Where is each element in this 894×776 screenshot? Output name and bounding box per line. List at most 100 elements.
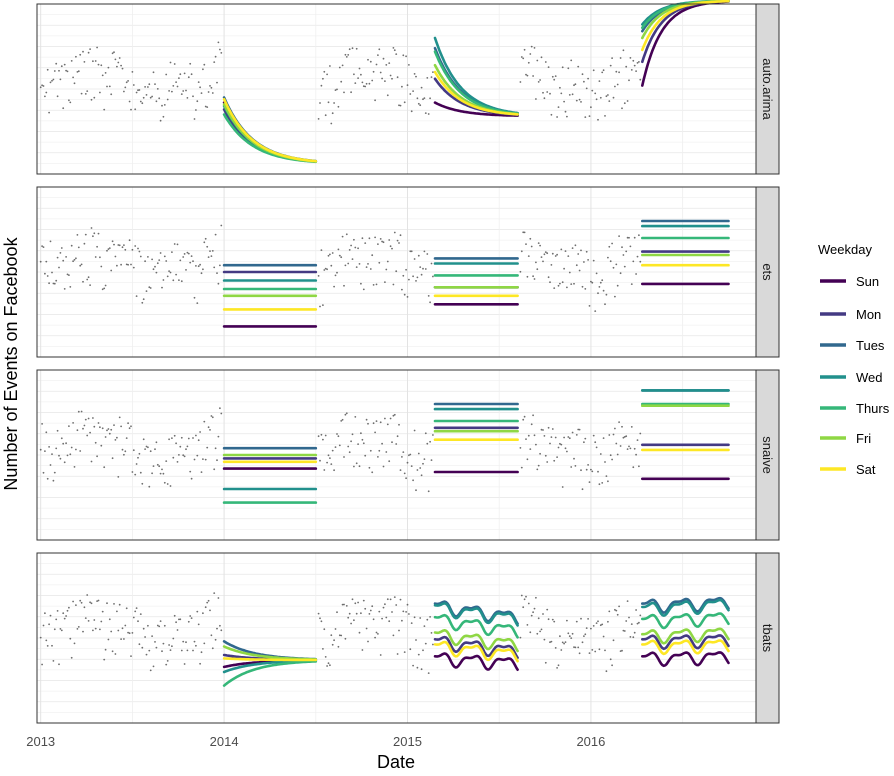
forecast-line-fri (641, 627, 730, 645)
observed-point (347, 54, 350, 56)
observed-point (182, 640, 185, 643)
observed-point (327, 662, 330, 665)
observed-point (561, 281, 564, 284)
observed-point (426, 618, 429, 621)
observed-point (189, 470, 192, 473)
observed-point (633, 631, 636, 634)
observed-point (171, 645, 173, 648)
observed-point (553, 620, 556, 623)
observed-point (574, 646, 577, 649)
observed-point (217, 41, 220, 44)
observed-point (409, 453, 412, 456)
observed-point (604, 115, 606, 117)
observed-point (530, 245, 533, 248)
observed-point (365, 627, 368, 630)
observed-point (632, 260, 635, 263)
observed-point (206, 446, 209, 449)
observed-point (180, 436, 183, 439)
observed-point (130, 108, 132, 111)
observed-point (75, 448, 77, 451)
observed-point (163, 481, 166, 484)
observed-point (630, 283, 633, 285)
observed-point (169, 271, 172, 274)
legend: Weekday Sun Mon Tues Wed Thurs Fri Sat (818, 242, 890, 477)
observed-point (361, 438, 364, 441)
observed-point (535, 596, 537, 599)
observed-point (317, 275, 320, 277)
observed-point (546, 91, 549, 93)
observed-point (519, 447, 522, 449)
observed-point (334, 89, 337, 91)
observed-point (405, 477, 407, 480)
observed-point (618, 71, 620, 74)
observed-point (608, 434, 611, 436)
observed-point (619, 57, 622, 59)
observed-point (522, 418, 525, 421)
observed-point (427, 490, 430, 493)
observed-point (393, 596, 396, 598)
observed-point (368, 613, 371, 615)
observed-point (405, 611, 407, 613)
observed-point (599, 453, 602, 455)
observed-point (127, 263, 129, 266)
observed-point (96, 455, 98, 458)
observed-point (601, 482, 604, 484)
observed-point (392, 283, 395, 286)
observed-point (329, 253, 331, 256)
observed-point (527, 61, 530, 64)
forecast-line-sat (641, 0, 730, 52)
observed-point (139, 471, 142, 474)
observed-point (59, 78, 62, 81)
observed-point (393, 413, 396, 416)
observed-point (207, 599, 210, 602)
observed-point (123, 90, 125, 93)
observed-point (87, 51, 90, 54)
observed-point (176, 629, 179, 631)
observed-point (590, 468, 592, 471)
observed-point (430, 632, 433, 634)
observed-point (369, 60, 372, 63)
observed-point (158, 465, 161, 468)
observed-point (553, 78, 556, 81)
observed-point (219, 264, 221, 267)
observed-point (630, 426, 633, 428)
observed-point (141, 482, 144, 485)
observed-point (396, 239, 399, 242)
observed-point (163, 624, 166, 627)
observed-point (206, 245, 209, 248)
observed-point (148, 485, 151, 488)
observed-point (131, 71, 134, 73)
observed-point (357, 601, 359, 604)
observed-point (377, 54, 379, 56)
observed-point (560, 649, 563, 651)
observed-point (563, 100, 565, 103)
observed-point (429, 301, 431, 304)
observed-point (389, 74, 392, 77)
observed-point (108, 247, 111, 250)
observed-point (540, 56, 543, 59)
observed-point (58, 266, 60, 269)
observed-point (416, 666, 419, 669)
observed-point (185, 89, 187, 92)
observed-point (56, 429, 59, 432)
observed-point (598, 80, 601, 82)
observed-point (333, 102, 335, 104)
observed-point (111, 240, 114, 243)
observed-point (338, 254, 341, 257)
observed-point (90, 460, 93, 463)
observed-point (573, 282, 575, 285)
observed-point (79, 264, 82, 267)
observed-point (595, 98, 598, 101)
observed-point (353, 465, 355, 468)
observed-point (583, 441, 585, 444)
forecast-window (222, 640, 318, 687)
observed-point (540, 256, 543, 258)
observed-point (41, 663, 43, 666)
observed-point (401, 456, 403, 458)
observed-point (609, 64, 612, 67)
observed-point (72, 422, 74, 424)
observed-point (77, 410, 80, 413)
observed-point (581, 285, 584, 288)
observed-point (420, 86, 423, 89)
observed-point (42, 85, 45, 87)
